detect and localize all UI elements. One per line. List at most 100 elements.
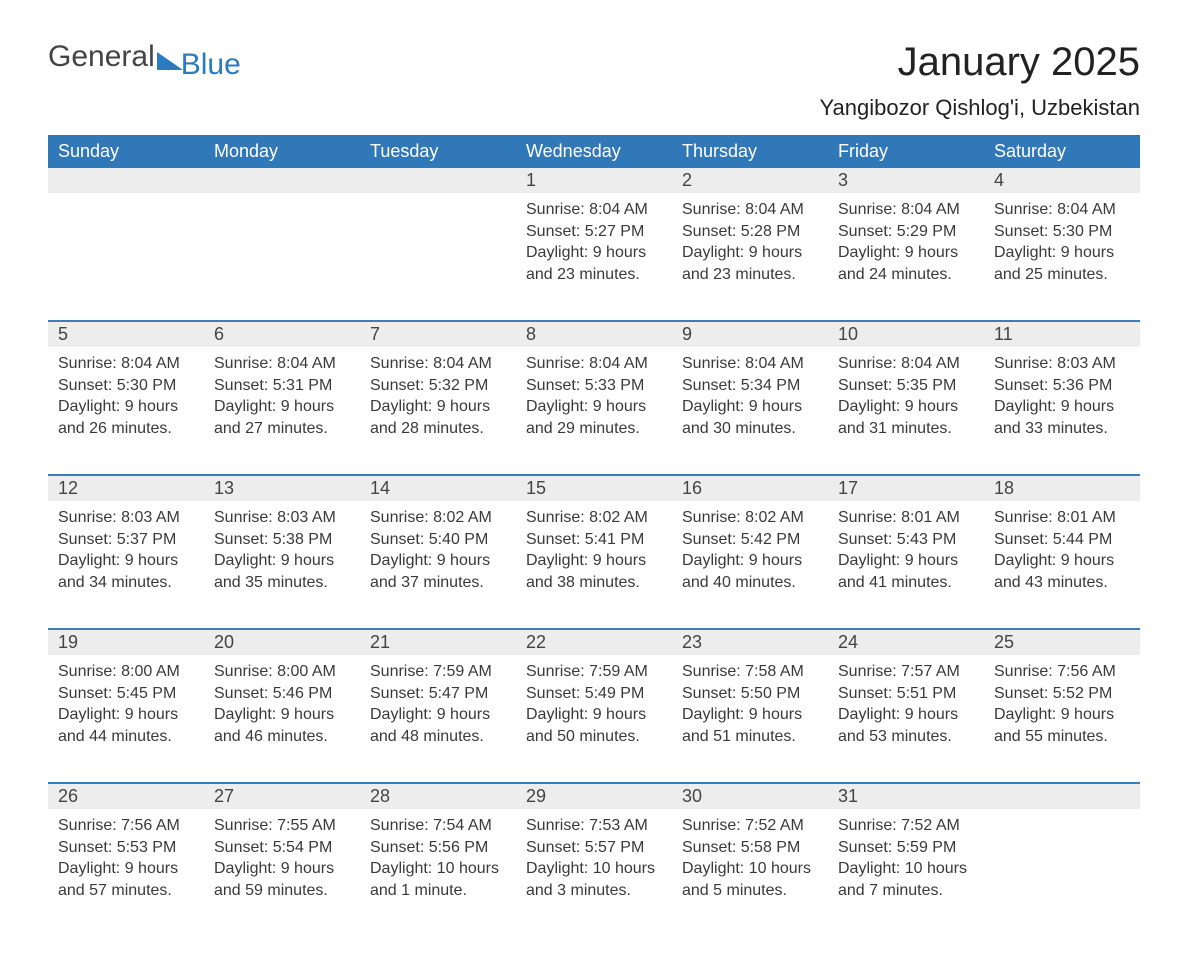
dow-header: Saturday <box>984 135 1140 168</box>
day-number-cell: 2 <box>672 168 828 193</box>
dow-header: Friday <box>828 135 984 168</box>
empty-content-cell <box>204 193 360 321</box>
sunset-line: Sunset: 5:35 PM <box>838 375 974 397</box>
day-number-cell: 15 <box>516 475 672 501</box>
sunrise-line: Sunrise: 7:59 AM <box>526 661 662 683</box>
day-content-cell: Sunrise: 8:02 AMSunset: 5:40 PMDaylight:… <box>360 501 516 629</box>
daylight-line: Daylight: 9 hours and 51 minutes. <box>682 704 818 747</box>
sunrise-line: Sunrise: 8:02 AM <box>370 507 506 529</box>
sunset-line: Sunset: 5:46 PM <box>214 683 350 705</box>
daylight-line: Daylight: 9 hours and 48 minutes. <box>370 704 506 747</box>
day-number-cell: 21 <box>360 629 516 655</box>
day-number-cell: 14 <box>360 475 516 501</box>
day-content-cell: Sunrise: 7:59 AMSunset: 5:47 PMDaylight:… <box>360 655 516 783</box>
sunrise-line: Sunrise: 8:04 AM <box>682 353 818 375</box>
sunset-line: Sunset: 5:58 PM <box>682 837 818 859</box>
week-content-row: Sunrise: 8:04 AMSunset: 5:30 PMDaylight:… <box>48 347 1140 475</box>
daylight-line: Daylight: 9 hours and 35 minutes. <box>214 550 350 593</box>
sunrise-line: Sunrise: 7:54 AM <box>370 815 506 837</box>
sunset-line: Sunset: 5:47 PM <box>370 683 506 705</box>
day-number-cell: 23 <box>672 629 828 655</box>
day-content-cell: Sunrise: 8:01 AMSunset: 5:44 PMDaylight:… <box>984 501 1140 629</box>
dow-header: Thursday <box>672 135 828 168</box>
day-number-cell: 5 <box>48 321 204 347</box>
sunrise-line: Sunrise: 8:04 AM <box>214 353 350 375</box>
day-number-cell: 31 <box>828 783 984 809</box>
day-number-cell: 11 <box>984 321 1140 347</box>
week-content-row: Sunrise: 8:04 AMSunset: 5:27 PMDaylight:… <box>48 193 1140 321</box>
day-content-cell: Sunrise: 8:02 AMSunset: 5:42 PMDaylight:… <box>672 501 828 629</box>
daylight-line: Daylight: 9 hours and 57 minutes. <box>58 858 194 901</box>
daylight-line: Daylight: 10 hours and 5 minutes. <box>682 858 818 901</box>
day-number-cell: 17 <box>828 475 984 501</box>
sunrise-line: Sunrise: 7:57 AM <box>838 661 974 683</box>
daylight-line: Daylight: 9 hours and 23 minutes. <box>526 242 662 285</box>
day-number-cell: 12 <box>48 475 204 501</box>
empty-daynum-cell <box>204 168 360 193</box>
sunset-line: Sunset: 5:29 PM <box>838 221 974 243</box>
day-content-cell: Sunrise: 8:00 AMSunset: 5:46 PMDaylight:… <box>204 655 360 783</box>
daylight-line: Daylight: 10 hours and 3 minutes. <box>526 858 662 901</box>
daylight-line: Daylight: 9 hours and 55 minutes. <box>994 704 1130 747</box>
empty-content-cell <box>48 193 204 321</box>
day-number-cell: 6 <box>204 321 360 347</box>
week-content-row: Sunrise: 8:00 AM Sunset: 5:45 PM Daylight:… <box>48 655 1140 783</box>
empty-daynum-cell <box>360 168 516 193</box>
day-content-cell: Sunrise: 8:04 AMSunset: 5:30 PMDaylight:… <box>48 347 204 475</box>
sunset-line: Sunset: 5:56 PM <box>370 837 506 859</box>
sunrise-line: Sunrise: 8:03 AM <box>214 507 350 529</box>
calendar-table: SundayMondayTuesdayWednesdayThursdayFrid… <box>48 135 1140 937</box>
day-content-cell: Sunrise: 8:02 AMSunset: 5:41 PMDaylight:… <box>516 501 672 629</box>
day-number-cell: 8 <box>516 321 672 347</box>
sunrise-line: Sunrise: 8:04 AM <box>526 353 662 375</box>
sunset-line: Sunset: 5:50 PM <box>682 683 818 705</box>
day-number-cell: 29 <box>516 783 672 809</box>
daylight-line: Daylight: 9 hours and 41 minutes. <box>838 550 974 593</box>
daylight-line: Daylight: 10 hours and 1 minute. <box>370 858 506 901</box>
day-number-cell: 27 <box>204 783 360 809</box>
week-daynum-row: 1234 <box>48 168 1140 193</box>
sunrise-line: Sunrise: 8:04 AM <box>994 199 1130 221</box>
sunset-line: Sunset: 5:45 PM <box>58 683 194 705</box>
sunset-line: Sunset: 5:31 PM <box>214 375 350 397</box>
sunset-line: Sunset: 5:57 PM <box>526 837 662 859</box>
sunset-line: Sunset: 5:44 PM <box>994 529 1130 551</box>
day-content-cell: Sunrise: 7:57 AMSunset: 5:51 PMDaylight:… <box>828 655 984 783</box>
sunset-line: Sunset: 5:53 PM <box>58 837 194 859</box>
week-daynum-row: 567891011 <box>48 321 1140 347</box>
day-number-cell: 19 <box>48 629 204 655</box>
sunset-line: Sunset: 5:42 PM <box>682 529 818 551</box>
sunset-line: Sunset: 5:34 PM <box>682 375 818 397</box>
day-content-cell: Sunrise: 7:56 AMSunset: 5:52 PMDaylight:… <box>984 655 1140 783</box>
sunrise-line: Sunrise: 7:56 AM <box>58 815 194 837</box>
sunset-line: Sunset: 5:33 PM <box>526 375 662 397</box>
day-number-cell: 7 <box>360 321 516 347</box>
day-content-cell: Sunrise: 8:01 AMSunset: 5:43 PMDaylight:… <box>828 501 984 629</box>
day-content-cell: Sunrise: 8:04 AMSunset: 5:33 PMDaylight:… <box>516 347 672 475</box>
day-content-cell: Sunrise: 8:04 AMSunset: 5:30 PMDaylight:… <box>984 193 1140 321</box>
sunrise-line: Sunrise: 8:04 AM <box>682 199 818 221</box>
sunrise-line: Sunrise: 8:02 AM <box>682 507 818 529</box>
day-content-cell: Sunrise: 8:04 AMSunset: 5:28 PMDaylight:… <box>672 193 828 321</box>
week-daynum-row: 262728293031 <box>48 783 1140 809</box>
sunset-line: Sunset: 5:36 PM <box>994 375 1130 397</box>
dow-header: Tuesday <box>360 135 516 168</box>
daylight-line: Daylight: 9 hours and 26 minutes. <box>58 396 194 439</box>
day-number-cell: 16 <box>672 475 828 501</box>
day-number-cell: 26 <box>48 783 204 809</box>
week-content-row: Sunrise: 8:03 AMSunset: 5:37 PMDaylight:… <box>48 501 1140 629</box>
brand-part1: General <box>48 40 155 74</box>
sunset-line: Sunset: 5:40 PM <box>370 529 506 551</box>
daylight-line: Daylight: 9 hours and 46 minutes. <box>214 704 350 747</box>
sunrise-line: Sunrise: 8:00 AM <box>214 661 350 683</box>
day-number-cell: 10 <box>828 321 984 347</box>
day-content-cell: Sunrise: 8:04 AMSunset: 5:35 PMDaylight:… <box>828 347 984 475</box>
daylight-line: Daylight: 9 hours and 24 minutes. <box>838 242 974 285</box>
sunrise-line: Sunrise: 8:04 AM <box>58 353 194 375</box>
daylight-line: Daylight: 9 hours and 29 minutes. <box>526 396 662 439</box>
sunrise-line: Sunrise: 8:01 AM <box>994 507 1130 529</box>
brand-logo: General Blue <box>48 40 245 74</box>
sunrise-line: Sunrise: 8:01 AM <box>838 507 974 529</box>
sunset-line: Sunset: 5:59 PM <box>838 837 974 859</box>
daylight-line: Daylight: 9 hours and 28 minutes. <box>370 396 506 439</box>
